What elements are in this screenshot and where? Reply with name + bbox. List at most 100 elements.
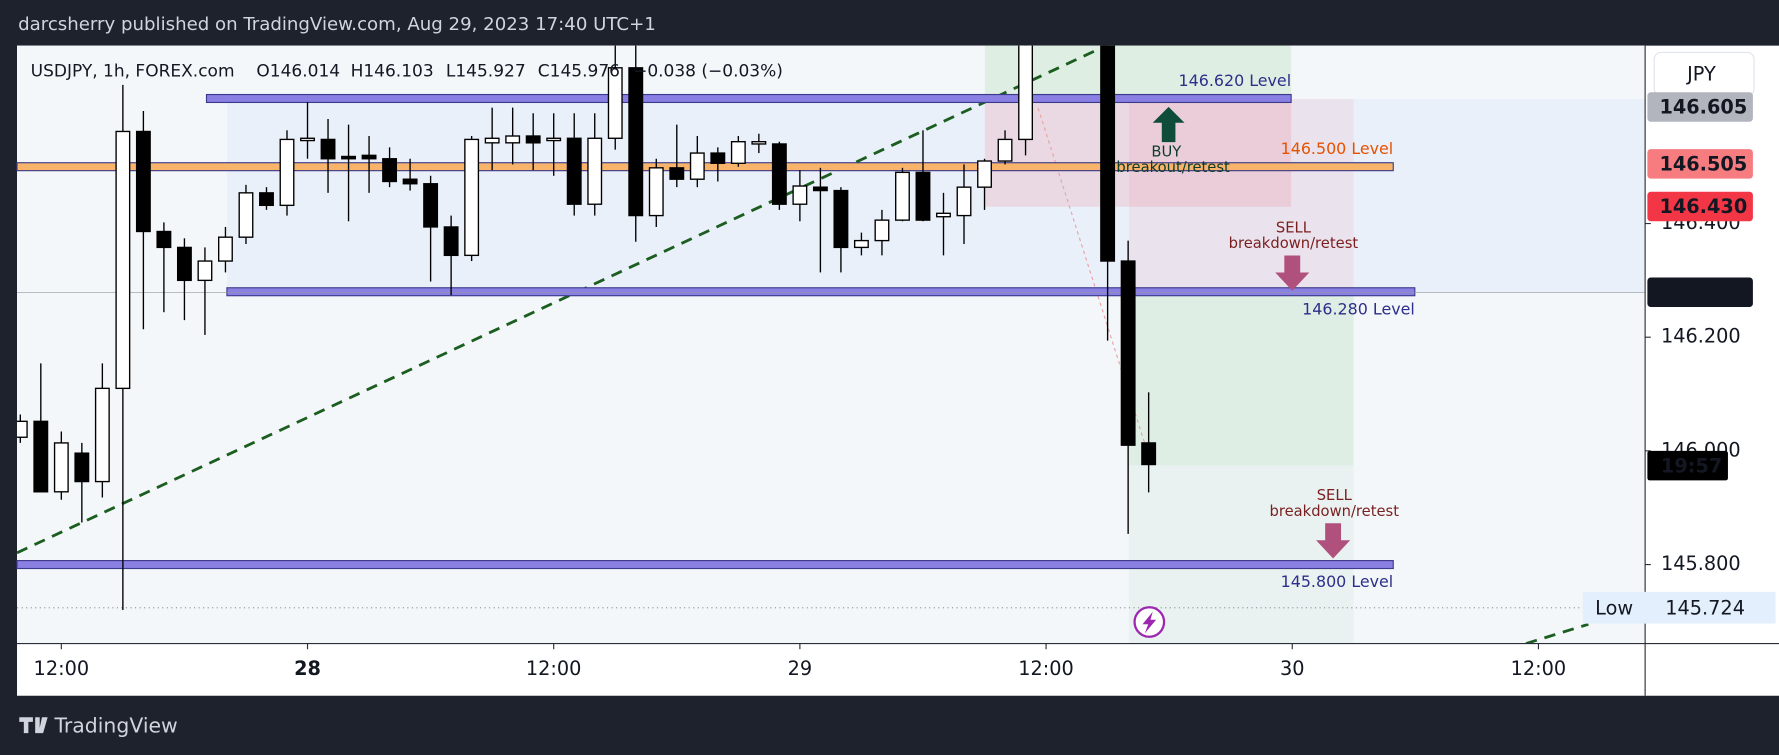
candle-body bbox=[997, 138, 1013, 162]
candle-body bbox=[853, 239, 869, 249]
trend-line bbox=[1525, 622, 1589, 644]
level-label: 146.500 Level bbox=[1281, 139, 1394, 158]
candle-body bbox=[94, 387, 110, 483]
candle-body bbox=[915, 171, 931, 221]
y-tick-label: 146.200 bbox=[1661, 325, 1741, 348]
trend-line bbox=[17, 45, 1107, 555]
legend-change: −0.038 (−0.03%) bbox=[633, 62, 783, 82]
candle-body bbox=[936, 212, 951, 218]
price-label-box bbox=[1647, 92, 1753, 122]
candle-body bbox=[1120, 260, 1136, 446]
annotation-text: breakdown/retest bbox=[1269, 503, 1399, 520]
countdown-box bbox=[1647, 450, 1728, 481]
candle-body bbox=[176, 246, 192, 282]
x-tick-label: 30 bbox=[1280, 657, 1305, 680]
price-label: 146.279 bbox=[1659, 281, 1747, 304]
sell-arrow bbox=[1316, 523, 1351, 559]
candle-body bbox=[423, 183, 439, 228]
low-name: Low bbox=[1595, 596, 1633, 619]
level-line bbox=[205, 93, 1292, 104]
candle-body bbox=[874, 219, 890, 242]
legend-close: C145.976 bbox=[538, 62, 620, 82]
candle-body bbox=[135, 130, 151, 233]
candle-body bbox=[443, 226, 459, 257]
price-label: 146.505 bbox=[1659, 152, 1747, 175]
candle-body bbox=[730, 141, 746, 164]
candle-body bbox=[710, 152, 726, 164]
candle-body bbox=[17, 420, 28, 438]
candle-body bbox=[956, 186, 972, 217]
level-label: 146.620 Level bbox=[1179, 71, 1292, 90]
x-tick-label: 29 bbox=[788, 657, 813, 680]
candle-body bbox=[1141, 442, 1157, 466]
price-label: 146.430 bbox=[1659, 195, 1747, 218]
candle-body bbox=[1100, 45, 1116, 262]
candle-body bbox=[74, 452, 90, 483]
short-target-zone bbox=[1128, 465, 1354, 644]
annotation-text: breakout/retest bbox=[1116, 159, 1230, 176]
short-target-zone bbox=[1128, 292, 1354, 466]
countdown: 19:57 bbox=[1661, 454, 1722, 477]
candle-body bbox=[771, 143, 787, 205]
candle-body bbox=[628, 67, 644, 217]
candle-body bbox=[402, 178, 418, 185]
candle-body bbox=[115, 130, 131, 390]
candle-body bbox=[464, 138, 480, 257]
level-label: 146.280 Level bbox=[1302, 299, 1415, 318]
candle-body bbox=[197, 260, 213, 282]
candle-body bbox=[546, 137, 562, 142]
price-label-box bbox=[1647, 277, 1753, 308]
candle-body bbox=[525, 135, 541, 144]
x-tick-label: 28 bbox=[294, 657, 321, 680]
long-stop-zone bbox=[984, 98, 1292, 207]
candle-body bbox=[484, 137, 500, 144]
brand-logo bbox=[19, 717, 48, 734]
range-zone bbox=[226, 98, 1646, 293]
candle-body bbox=[751, 141, 767, 145]
legend-high: H146.103 bbox=[351, 62, 434, 82]
price-label-box bbox=[1647, 149, 1753, 179]
candle-body bbox=[300, 137, 315, 142]
candle-body bbox=[792, 185, 808, 205]
candle-body bbox=[33, 420, 49, 493]
level-line bbox=[16, 162, 1394, 172]
long-target-zone bbox=[984, 45, 1292, 99]
annotation-title: SELL bbox=[1317, 487, 1353, 504]
candle-body bbox=[607, 67, 623, 139]
legend-low: L145.927 bbox=[446, 62, 526, 82]
candle-body bbox=[833, 189, 849, 249]
low-box bbox=[1582, 591, 1776, 624]
annotation-title: BUY bbox=[1151, 143, 1182, 160]
candle-body bbox=[238, 192, 254, 238]
candle-body bbox=[812, 186, 828, 192]
price-label-box bbox=[1647, 191, 1753, 222]
annotation-title: SELL bbox=[1276, 219, 1312, 236]
brand: TradingView bbox=[53, 713, 177, 737]
candle-body bbox=[566, 137, 582, 205]
candle-body bbox=[259, 192, 274, 207]
level-line bbox=[16, 560, 1394, 570]
candle-body bbox=[361, 154, 377, 160]
candle-body bbox=[279, 138, 295, 207]
candle-body bbox=[895, 171, 910, 221]
x-tick-label: 12:00 bbox=[1018, 657, 1074, 680]
level-label: 145.800 Level bbox=[1281, 572, 1394, 591]
header: darcsherry published on TradingView.com,… bbox=[18, 14, 656, 35]
candle-body bbox=[156, 230, 172, 249]
candle-body bbox=[648, 167, 664, 217]
currency[interactable]: JPY bbox=[1686, 63, 1716, 86]
candle-body bbox=[689, 152, 705, 180]
candle-body bbox=[53, 442, 69, 493]
symbol: USDJPY, 1h, FOREX.com bbox=[31, 62, 235, 82]
low-label: 145.724 bbox=[1665, 596, 1745, 619]
candle-body bbox=[505, 135, 521, 144]
candle-body bbox=[320, 138, 336, 160]
candle-body bbox=[977, 160, 992, 188]
sell-arrow bbox=[1275, 255, 1310, 291]
x-tick-label: 12:00 bbox=[34, 657, 90, 680]
y-tick-label: 145.800 bbox=[1661, 552, 1741, 575]
candle-body bbox=[587, 137, 603, 205]
x-tick-label: 12:00 bbox=[526, 657, 582, 680]
level-line bbox=[226, 287, 1416, 297]
